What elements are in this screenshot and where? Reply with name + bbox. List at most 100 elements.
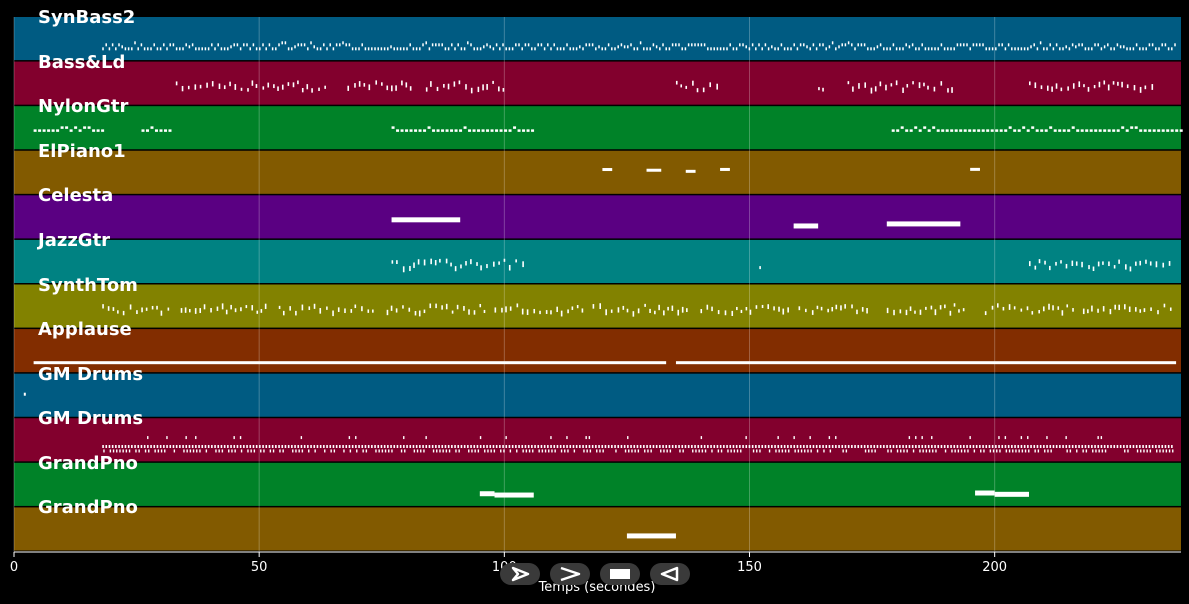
- note: [332, 47, 335, 51]
- note: [504, 129, 508, 132]
- note: [739, 445, 741, 448]
- note: [333, 449, 336, 453]
- note: [956, 43, 959, 47]
- track-notes: [102, 303, 1172, 317]
- note: [418, 310, 421, 317]
- note: [319, 47, 322, 51]
- note: [687, 445, 690, 448]
- note: [742, 445, 744, 448]
- note: [415, 445, 418, 448]
- note: [227, 445, 229, 448]
- note: [122, 449, 124, 453]
- note: [324, 449, 326, 453]
- note: [1168, 449, 1171, 453]
- note: [979, 43, 981, 47]
- note: [1098, 81, 1101, 88]
- note: [441, 305, 443, 310]
- note: [805, 308, 807, 313]
- note: [636, 445, 639, 448]
- rewind-button[interactable]: [650, 563, 690, 585]
- note: [941, 129, 945, 132]
- note: [704, 449, 707, 453]
- note: [936, 129, 940, 132]
- note: [999, 129, 1003, 132]
- note: [187, 85, 190, 90]
- note: [1065, 263, 1068, 269]
- note: [220, 445, 223, 448]
- note: [490, 129, 494, 132]
- note: [1164, 43, 1167, 47]
- note: [414, 311, 417, 316]
- note: [275, 445, 277, 448]
- fast-forward-button[interactable]: [550, 563, 590, 585]
- note: [358, 47, 360, 51]
- note: [959, 129, 963, 132]
- note: [711, 449, 713, 453]
- note: [486, 445, 488, 448]
- note: [1175, 129, 1179, 132]
- note: [979, 445, 981, 448]
- note: [474, 449, 476, 453]
- note: [1067, 129, 1071, 132]
- note: [272, 449, 275, 453]
- x-tick-label: 0: [9, 560, 19, 575]
- stop-button[interactable]: [600, 563, 640, 585]
- note: [870, 87, 873, 94]
- note: [405, 82, 408, 88]
- note: [102, 304, 104, 309]
- note: [399, 445, 402, 448]
- note: [717, 310, 720, 315]
- note: [809, 445, 812, 448]
- note: [521, 308, 524, 315]
- note: [906, 449, 908, 453]
- note: [451, 445, 453, 448]
- note: [422, 445, 424, 448]
- note: [1145, 445, 1148, 448]
- note: [1087, 86, 1090, 92]
- note: [348, 436, 351, 440]
- note: [787, 445, 789, 448]
- note: [1049, 265, 1051, 271]
- note: [493, 261, 495, 267]
- note: [435, 303, 437, 309]
- note: [918, 129, 922, 132]
- note: [1023, 445, 1026, 448]
- note: [468, 129, 472, 132]
- note: [112, 307, 115, 311]
- note: [1155, 445, 1157, 448]
- note: [831, 445, 834, 448]
- note: [251, 80, 254, 86]
- note: [473, 310, 476, 315]
- note: [692, 80, 694, 86]
- note: [890, 449, 892, 453]
- note: [794, 449, 796, 453]
- note: [720, 449, 723, 453]
- note: [778, 449, 780, 453]
- note: [409, 129, 413, 132]
- play-button[interactable]: [500, 563, 540, 585]
- note: [1092, 449, 1094, 453]
- note: [777, 436, 779, 440]
- note: [716, 445, 719, 448]
- note: [218, 83, 221, 90]
- note: [691, 445, 693, 448]
- note: [1142, 445, 1144, 448]
- note: [1027, 445, 1029, 448]
- note: [375, 449, 377, 453]
- note: [990, 129, 994, 132]
- note: [172, 445, 175, 448]
- note: [1084, 445, 1087, 448]
- note: [425, 41, 427, 45]
- note: [943, 47, 946, 51]
- note: [553, 445, 556, 448]
- note: [996, 449, 998, 453]
- note: [342, 445, 344, 448]
- note: [313, 45, 315, 49]
- note: [166, 47, 168, 51]
- note: [154, 129, 158, 132]
- note: [963, 43, 965, 47]
- note: [1121, 126, 1125, 129]
- note: [1046, 85, 1049, 91]
- note: [700, 309, 703, 314]
